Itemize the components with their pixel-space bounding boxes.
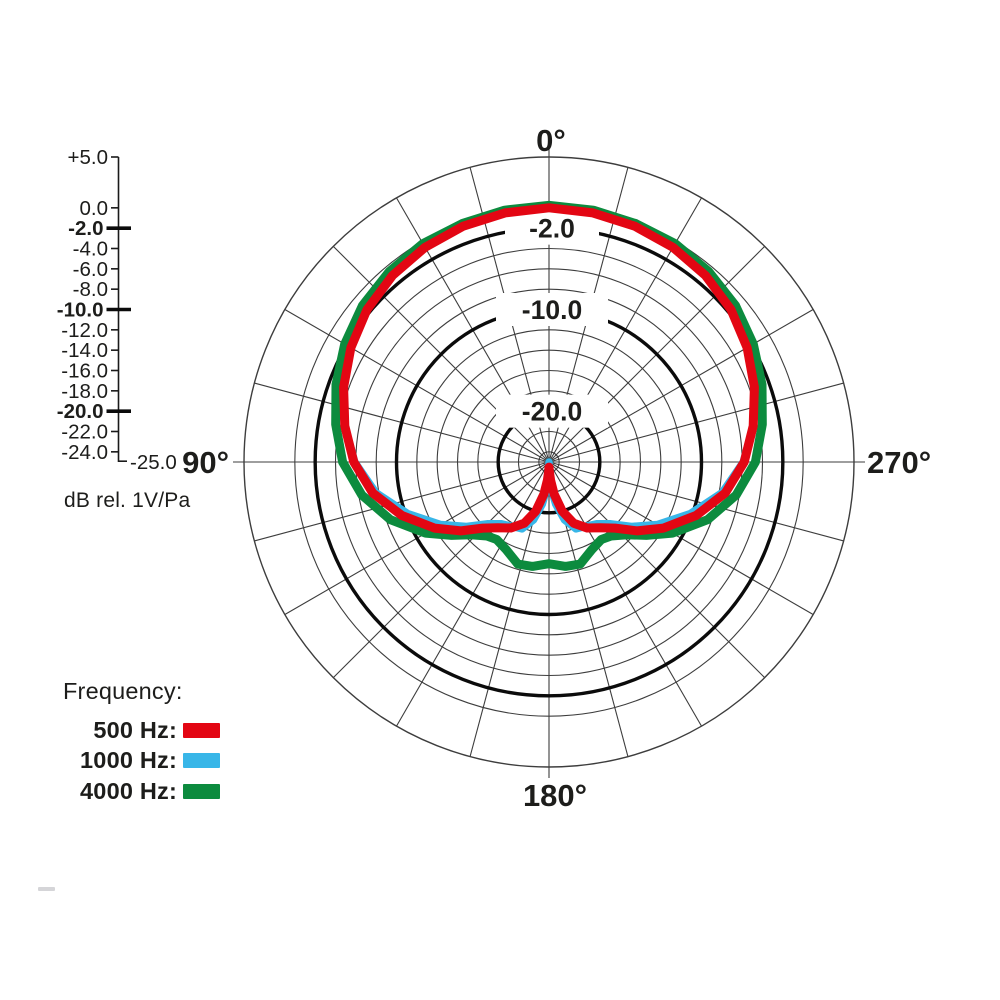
angle-label-0: 0° [536, 123, 566, 158]
db-end-tick-label: -25.0 [130, 451, 177, 474]
angle-label-270: 270° [867, 445, 931, 480]
radial-axis-unit-label: dB rel. 1V/Pa [64, 489, 191, 512]
db-tick-label: 0.0 [80, 197, 109, 220]
db-tick-label: -10.0 [57, 299, 104, 322]
db-tick-label: -22.0 [61, 421, 108, 444]
db-scale: +5.00.0-2.0-4.0-6.0-8.0-10.0-12.0-14.0-1… [57, 146, 177, 474]
db-tick-label: -24.0 [61, 441, 108, 464]
db-tick-label: -8.0 [73, 278, 108, 301]
grid-ring [456, 369, 642, 555]
grid-ring [416, 329, 682, 595]
db-tick-label: -2.0 [68, 217, 103, 240]
legend-label-4000hz: 4000 Hz: [80, 778, 177, 804]
legend-title: Frequency: [63, 678, 183, 704]
series-path-4000-hz [331, 200, 767, 571]
legend-label-500hz: 500 Hz: [93, 717, 177, 743]
db-tick-label: -4.0 [73, 238, 108, 261]
legend-swatch-500hz [183, 723, 220, 738]
angle-label-180: 180° [523, 778, 587, 813]
angle-label-90: 90° [182, 445, 229, 480]
grid-ring [243, 156, 855, 768]
db-tick-label: -14.0 [61, 339, 108, 362]
db-tick-label: +5.0 [68, 146, 108, 169]
db-tick-label: -16.0 [61, 360, 108, 383]
db-tick-label: -20.0 [57, 400, 104, 423]
db-tick-label: -18.0 [61, 380, 108, 403]
ring-label: -2.0 [529, 214, 575, 244]
ring-label: -10.0 [522, 295, 582, 325]
series-path-500-hz [339, 203, 759, 536]
legend-swatch-4000hz [183, 784, 220, 799]
grid-ring [334, 247, 764, 677]
legend-swatch-1000hz [183, 753, 220, 768]
ring-labels: -2.0 -10.0 -20.0 [496, 211, 608, 428]
corner-fine-print-smudge [38, 887, 55, 891]
legend-label-1000hz: 1000 Hz: [80, 747, 177, 773]
angle-labels: 0° 90° 180° 270° [182, 123, 931, 813]
ring-label: -20.0 [522, 397, 582, 427]
grid-ring [375, 288, 723, 636]
grid-ring [477, 390, 621, 534]
series-curves [331, 200, 767, 571]
db-tick-label: -6.0 [73, 258, 108, 281]
ring-label-mask [505, 211, 599, 245]
grid-ring [436, 349, 662, 575]
ring-label-mask [496, 293, 608, 326]
ring-label-mask [496, 394, 608, 428]
db-tick-label: -12.0 [61, 319, 108, 342]
